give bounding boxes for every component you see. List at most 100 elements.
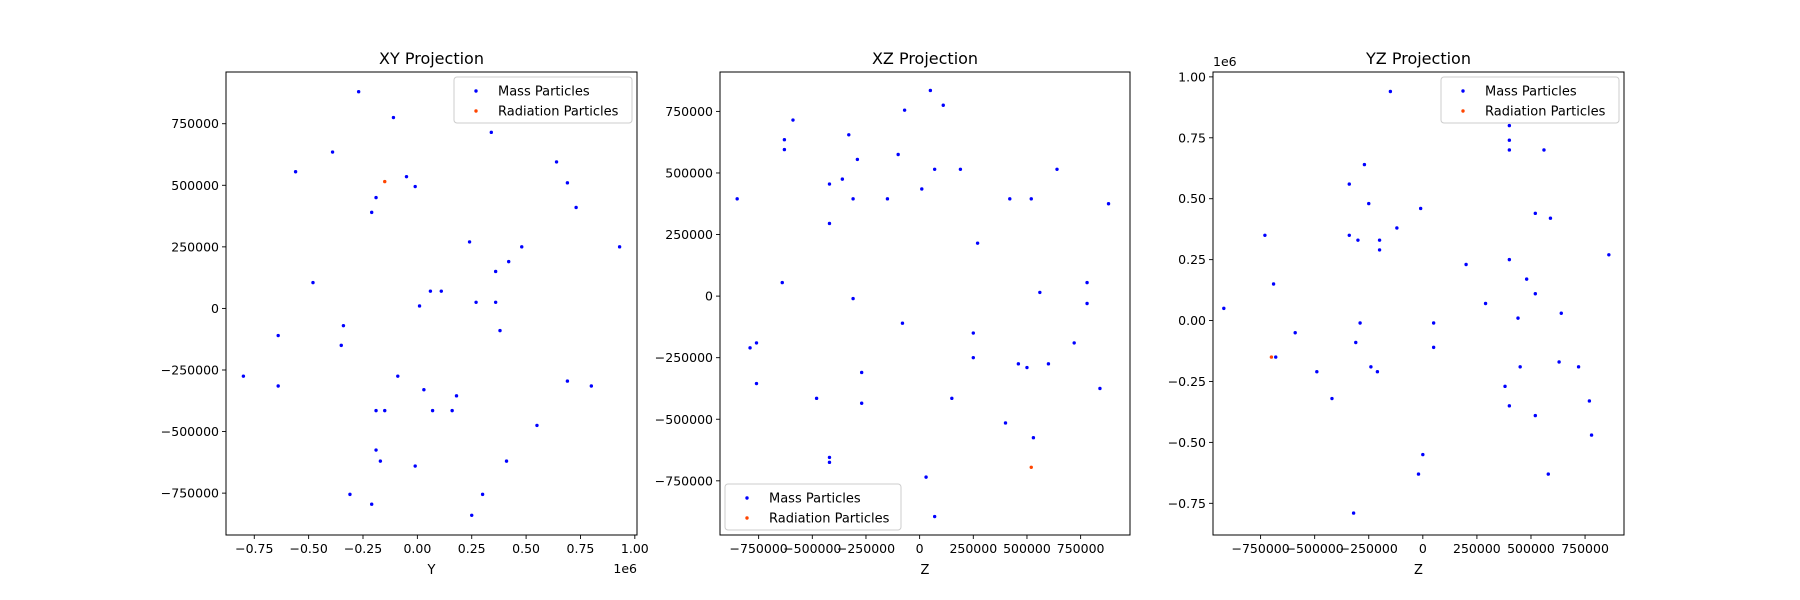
- data-point: [851, 197, 855, 201]
- x-tick-label: −500000: [1286, 541, 1344, 556]
- data-point: [565, 181, 570, 185]
- plot-frame: [1212, 71, 1625, 536]
- data-point: [1369, 365, 1373, 369]
- data-point: [1351, 511, 1356, 515]
- legend-marker: [474, 109, 478, 113]
- data-point: [928, 88, 933, 93]
- series-mass-particles: [735, 88, 1111, 519]
- data-point: [574, 205, 578, 210]
- legend-box: [1440, 76, 1620, 124]
- data-point: [1546, 472, 1550, 476]
- y-tick-label: 500000: [665, 165, 713, 180]
- data-point: [391, 115, 396, 120]
- data-point: [374, 195, 378, 200]
- y-tick-label: −0.25: [1168, 374, 1206, 389]
- data-point: [896, 152, 900, 157]
- data-point: [1559, 311, 1563, 315]
- x-tick-label: 0.00: [403, 541, 431, 556]
- data-point: [1085, 301, 1089, 306]
- data-point: [1315, 370, 1319, 374]
- data-point: [374, 448, 378, 452]
- data-point: [1589, 433, 1594, 437]
- data-point: [885, 197, 890, 201]
- data-point: [1416, 472, 1421, 476]
- data-point: [311, 280, 315, 285]
- data-point: [1503, 384, 1507, 389]
- legend-label: Radiation Particles: [1485, 105, 1606, 120]
- legend-label: Mass Particles: [1485, 85, 1577, 100]
- data-point: [735, 197, 739, 201]
- data-point: [1533, 211, 1538, 216]
- legend-marker: [745, 496, 749, 500]
- data-point: [1263, 233, 1267, 237]
- data-point: [754, 341, 759, 345]
- data-point: [782, 138, 787, 142]
- legend-box: [724, 483, 902, 531]
- data-point: [1055, 167, 1059, 171]
- legend: Mass Particles Radiation Particles: [724, 483, 902, 531]
- data-point: [1377, 238, 1382, 242]
- data-point: [748, 346, 752, 350]
- data-point: [493, 300, 498, 304]
- plot-frame: [719, 71, 1131, 536]
- series-radiation-particles: [1029, 465, 1033, 469]
- data-point: [396, 374, 400, 378]
- data-point: [383, 179, 387, 184]
- data-point: [1085, 280, 1089, 285]
- data-point: [404, 174, 409, 179]
- y-tick-label: −250000: [655, 350, 713, 365]
- data-point: [341, 323, 346, 328]
- data-point: [1607, 253, 1611, 257]
- x-tick-label: 0.50: [512, 541, 540, 556]
- data-point: [1533, 413, 1538, 418]
- chart-title: XZ Projection: [872, 49, 978, 68]
- data-point: [782, 147, 787, 152]
- x-tick-label: 750000: [1057, 541, 1105, 556]
- data-point: [1046, 362, 1051, 366]
- data-point: [535, 423, 539, 428]
- data-point: [1003, 421, 1008, 425]
- data-point: [565, 379, 570, 383]
- data-point: [439, 289, 443, 293]
- data-point: [1548, 216, 1553, 220]
- data-point: [1008, 197, 1012, 201]
- data-point: [1358, 321, 1362, 325]
- data-point: [1557, 360, 1561, 364]
- series-radiation-particles: [383, 179, 387, 184]
- data-point: [383, 408, 387, 413]
- data-point: [851, 296, 855, 301]
- data-point: [1507, 123, 1512, 128]
- data-point: [430, 408, 435, 413]
- data-point: [1464, 262, 1468, 267]
- legend-marker: [474, 89, 478, 93]
- x-tick-label: −500000: [783, 541, 841, 556]
- y-tick-label: −750000: [655, 473, 713, 488]
- chart-panel-3: YZ Projection −750000−500000−250000 0 25000…: [1168, 49, 1625, 578]
- x-tick-label: −250000: [837, 541, 895, 556]
- data-point: [958, 167, 963, 171]
- data-point: [422, 387, 426, 392]
- data-point: [827, 221, 832, 226]
- data-point: [1330, 396, 1334, 401]
- data-point: [971, 331, 975, 335]
- data-point: [520, 245, 524, 249]
- data-point: [1016, 362, 1021, 366]
- data-point: [1354, 340, 1358, 345]
- data-point: [339, 343, 343, 348]
- legend-label: Mass Particles: [769, 492, 861, 507]
- data-point: [950, 396, 954, 401]
- y-tick-label: 250000: [665, 227, 713, 242]
- x-axis-label: Z: [1414, 563, 1423, 578]
- x-tick-label: −750000: [730, 541, 788, 556]
- data-point: [941, 103, 945, 107]
- y-tick-label: −0.50: [1168, 435, 1206, 450]
- data-point: [428, 289, 433, 293]
- legend-label: Radiation Particles: [769, 512, 890, 527]
- data-point: [589, 384, 594, 388]
- data-point: [1106, 202, 1111, 206]
- x-tick-label: 0.25: [458, 541, 486, 556]
- data-point: [932, 514, 937, 519]
- data-point: [1222, 306, 1226, 311]
- data-point: [1377, 248, 1382, 252]
